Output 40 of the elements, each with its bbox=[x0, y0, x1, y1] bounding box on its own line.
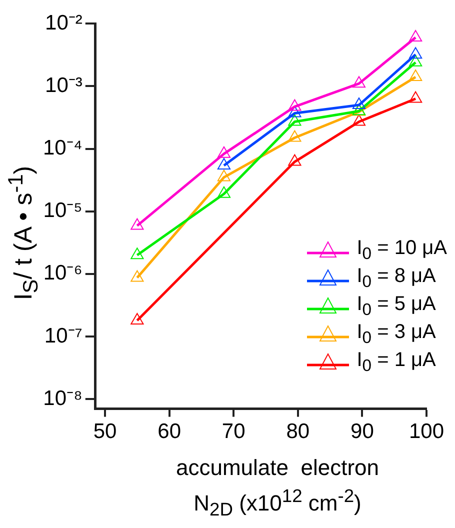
point bbox=[288, 154, 302, 166]
point bbox=[130, 270, 144, 282]
legend-label: I$_{0}$ = 5 μA bbox=[356, 292, 436, 320]
x-tick-label: 90 bbox=[350, 420, 374, 444]
point bbox=[217, 170, 231, 182]
x-tick-label: 60 bbox=[158, 420, 181, 444]
x-tick-label: 100 bbox=[408, 420, 444, 444]
point bbox=[408, 70, 422, 82]
point bbox=[352, 114, 366, 126]
y-tick-label: 10⁻² bbox=[45, 11, 82, 34]
legend-label: I$_{0}$ = 10 μA bbox=[356, 236, 447, 264]
point bbox=[408, 30, 422, 42]
point bbox=[130, 313, 144, 325]
y-tick-label: 10⁻⁸ bbox=[43, 386, 82, 410]
point bbox=[352, 76, 366, 88]
legend-label: I$_{0}$ = 3 μA bbox=[356, 320, 436, 348]
x-tick-label: 50 bbox=[93, 420, 117, 444]
legend-label: I$_{0}$ = 1 μA bbox=[356, 348, 436, 376]
x-axis-title: accumulate electron N$_{2D}$ (x10$^{12}$ cm$^{-2}$) bbox=[175, 454, 380, 522]
x-tick-label: 80 bbox=[286, 420, 310, 444]
point bbox=[352, 98, 366, 110]
y-tick-label: 10⁻⁴ bbox=[42, 136, 82, 160]
y-tick-label: 10⁻⁷ bbox=[44, 324, 82, 348]
point bbox=[130, 218, 144, 230]
point bbox=[408, 54, 422, 66]
point bbox=[288, 106, 302, 118]
y-tick-label: 10⁻⁵ bbox=[43, 199, 82, 222]
point bbox=[288, 130, 302, 142]
point bbox=[408, 91, 422, 103]
y-tick-label: 10⁻⁶ bbox=[43, 262, 82, 285]
x-tick-label: 70 bbox=[222, 420, 246, 444]
point bbox=[217, 186, 231, 198]
point bbox=[217, 158, 231, 170]
point bbox=[288, 114, 302, 126]
legend-label: I$_{0}$ = 8 μA bbox=[356, 264, 436, 292]
point bbox=[408, 47, 422, 59]
point bbox=[217, 146, 231, 158]
point bbox=[288, 99, 302, 111]
y-tick-label: 10⁻³ bbox=[45, 74, 82, 97]
point bbox=[130, 248, 144, 260]
